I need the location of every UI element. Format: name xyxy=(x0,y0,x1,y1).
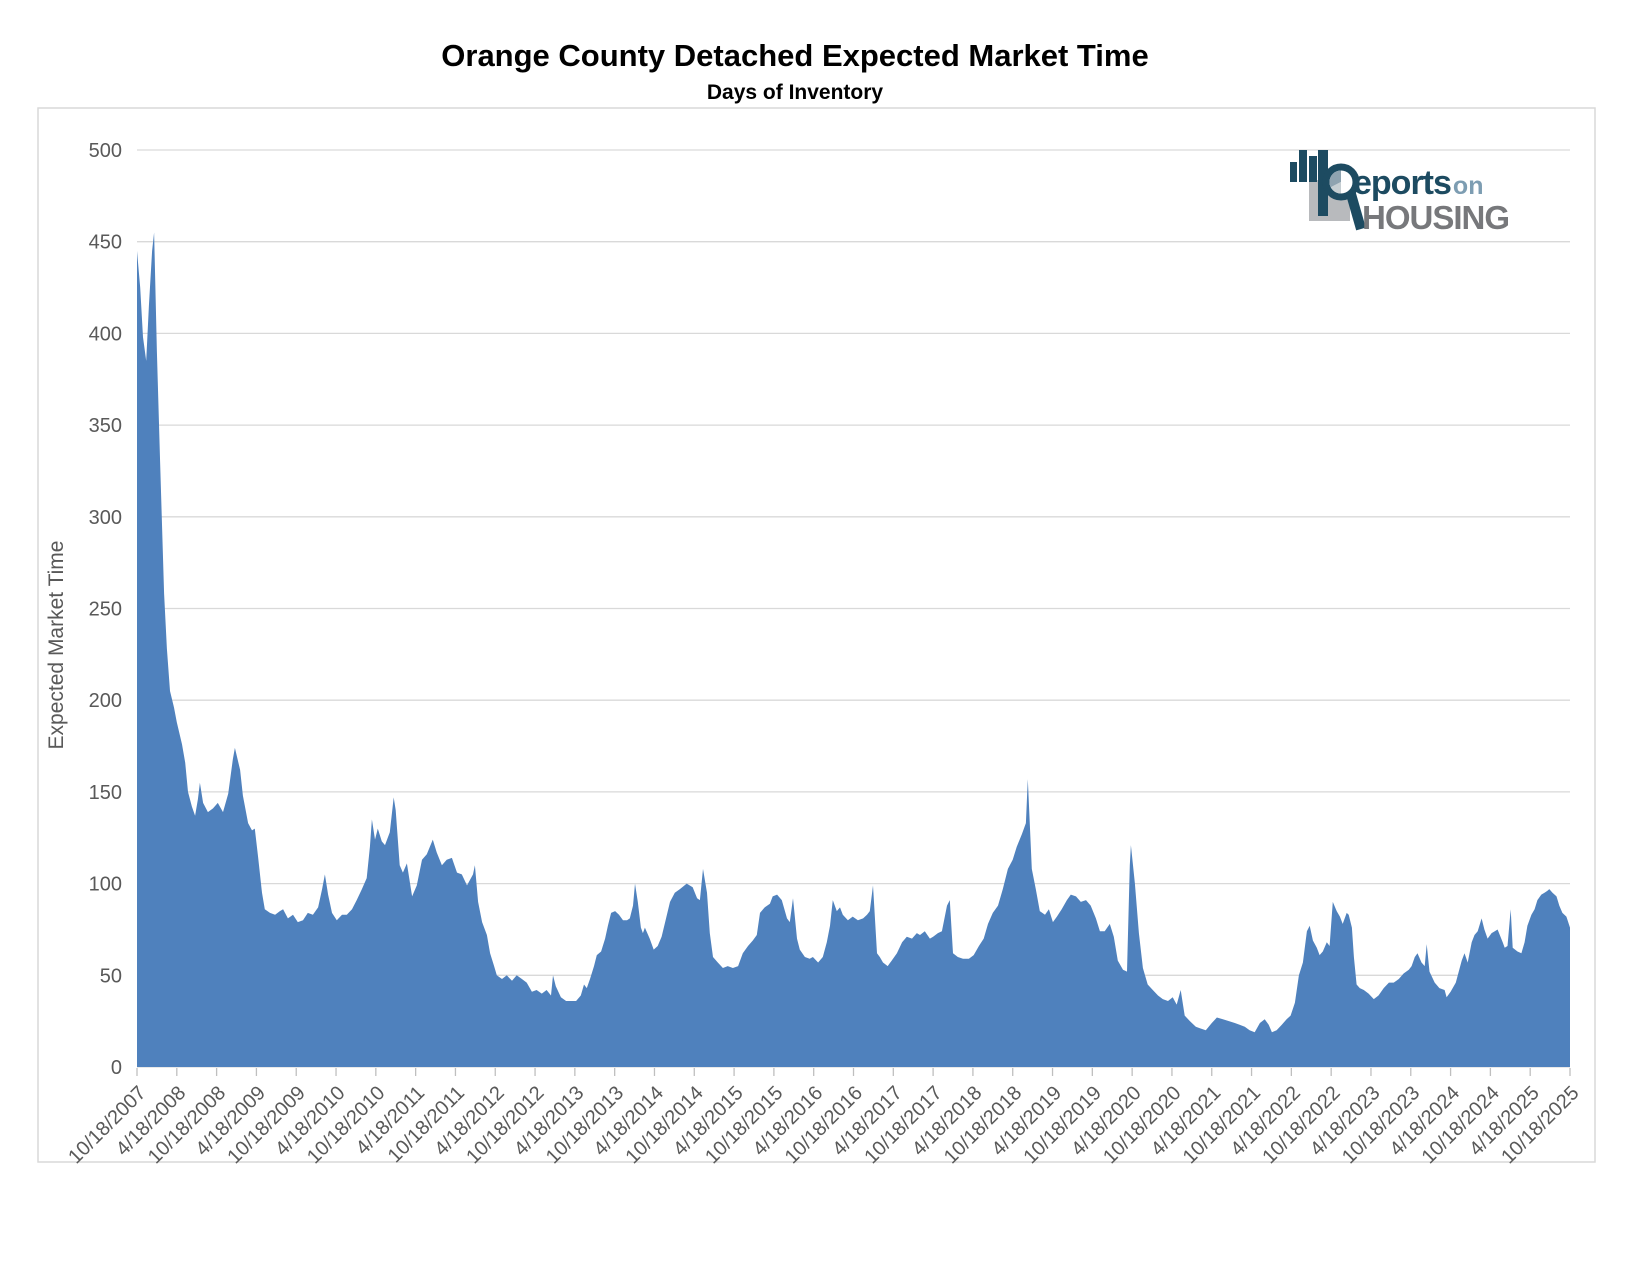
y-tick-label-250: 250 xyxy=(89,599,122,621)
chart-subtitle: Days of Inventory xyxy=(706,81,884,104)
logo-wordmark: eportson xyxy=(1353,164,1483,203)
y-tick-label-200: 200 xyxy=(89,690,122,712)
y-tick-label-0: 0 xyxy=(111,1057,122,1079)
reports-on-housing-logo: eportson HOUSING xyxy=(1288,143,1533,241)
y-axis-tick-labels: 0 50 100 150 200 250 300 350 400 450 500 xyxy=(89,140,122,1079)
y-tick-label-50: 50 xyxy=(100,965,122,987)
y-tick-label-100: 100 xyxy=(89,874,122,896)
y-tick-label-400: 400 xyxy=(89,323,122,345)
y-tick-label-450: 450 xyxy=(89,232,122,254)
logo-housing-text: HOUSING xyxy=(1362,199,1510,236)
chart-title: Orange County Detached Expected Market T… xyxy=(441,38,1149,73)
y-tick-label-500: 500 xyxy=(89,140,122,162)
magnifier-chart-icon xyxy=(1290,150,1366,231)
gridlines xyxy=(137,149,1570,1068)
x-axis-ticks xyxy=(136,1068,1571,1076)
y-tick-label-300: 300 xyxy=(89,507,122,529)
plot-border xyxy=(37,107,1596,1163)
expected-market-time-area xyxy=(137,232,1570,1067)
x-axis-tick-labels: 10/18/20074/18/200810/18/20084/18/200910… xyxy=(64,1082,1583,1168)
area-series xyxy=(137,232,1570,1067)
y-tick-label-150: 150 xyxy=(89,782,122,804)
logo-reports-text: eports xyxy=(1353,164,1452,202)
y-axis-title: Expected Market Time xyxy=(45,541,68,750)
logo-on-text: on xyxy=(1452,172,1484,200)
y-tick-label-350: 350 xyxy=(89,415,122,437)
